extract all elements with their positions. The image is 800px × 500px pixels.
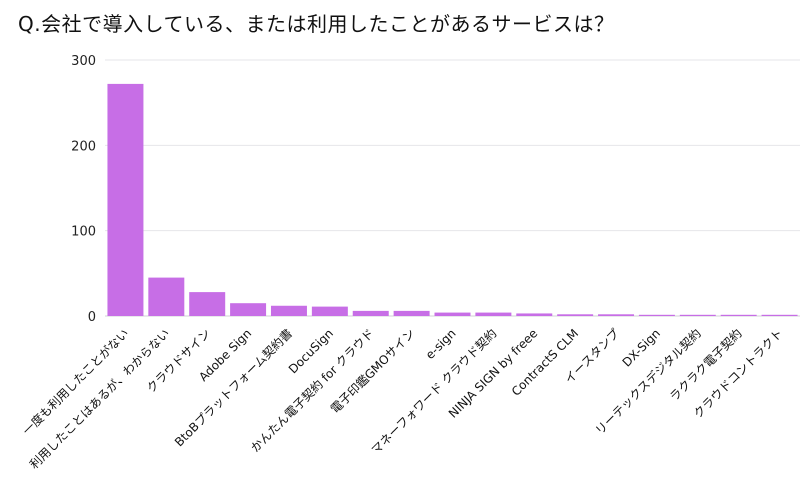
bar [189, 292, 226, 316]
bar [107, 83, 144, 316]
chart-title: Q.会社で導入している、または利用したことがあるサービスは？ [18, 12, 615, 36]
y-tick-label: 300 [71, 54, 96, 69]
bar [720, 314, 757, 316]
bar [761, 314, 798, 316]
y-axis-ticks: 0 100 200 300 [71, 54, 96, 325]
bar [557, 314, 594, 316]
y-tick-label: 200 [71, 139, 96, 154]
bars [107, 83, 798, 316]
x-category-label: ラクラク電子契約 [666, 326, 744, 404]
bar [352, 310, 389, 316]
bar [148, 277, 185, 316]
y-tick-label: 100 [71, 225, 96, 240]
x-axis-category-labels: 一度も利用したことがない利用したことはあるが、わからないクラウドサインAdobe… [19, 326, 786, 472]
gridlines [105, 59, 800, 317]
x-category-label: e-sign [423, 326, 459, 362]
bar [230, 303, 267, 316]
bar [434, 312, 471, 316]
y-tick-label: 0 [88, 310, 96, 325]
bar [270, 305, 307, 316]
bar [475, 312, 512, 316]
bar [598, 314, 635, 316]
bar [311, 306, 348, 316]
bar [516, 313, 553, 316]
bar [638, 314, 675, 316]
bar [679, 314, 716, 316]
bar [393, 310, 430, 316]
